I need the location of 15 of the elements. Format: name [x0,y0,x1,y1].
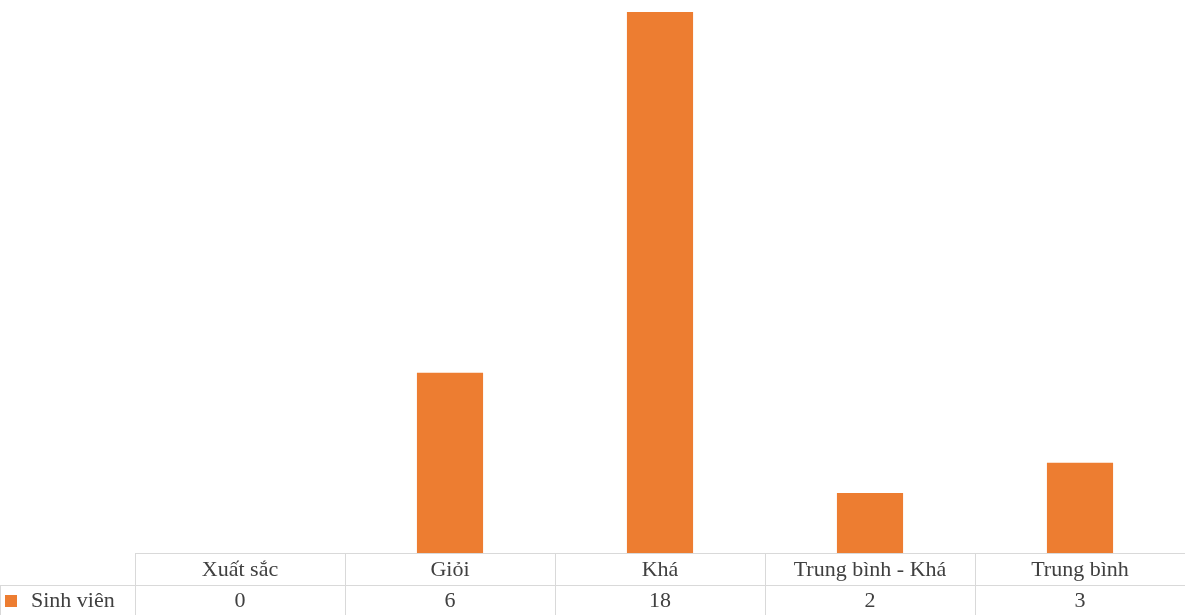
data-label: 18 [649,586,671,612]
x-tick-label: Giỏi [430,555,470,581]
bar [626,12,694,553]
data-label: 3 [1074,586,1086,612]
x-tick-label: Trung bình - Khá [793,555,947,581]
bar [416,372,484,553]
legend-label: Sinh viên [31,586,115,612]
x-tick-label: Khá [641,555,679,581]
data-label: 6 [444,586,456,612]
bar [1046,462,1114,553]
data-label: 0 [234,586,246,612]
data-label: 2 [864,586,876,612]
x-tick-label: Xuất sắc [201,555,279,581]
x-tick-label: Trung bình [1031,555,1129,581]
bar [836,492,904,553]
